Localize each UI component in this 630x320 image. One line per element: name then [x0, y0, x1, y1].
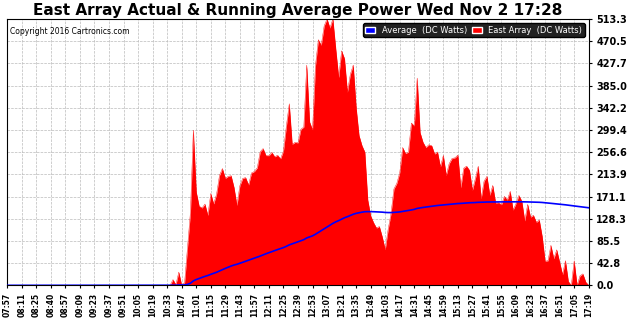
Text: Copyright 2016 Cartronics.com: Copyright 2016 Cartronics.com	[10, 27, 130, 36]
Legend: Average  (DC Watts), East Array  (DC Watts): Average (DC Watts), East Array (DC Watts…	[363, 23, 585, 37]
Title: East Array Actual & Running Average Power Wed Nov 2 17:28: East Array Actual & Running Average Powe…	[33, 3, 563, 18]
